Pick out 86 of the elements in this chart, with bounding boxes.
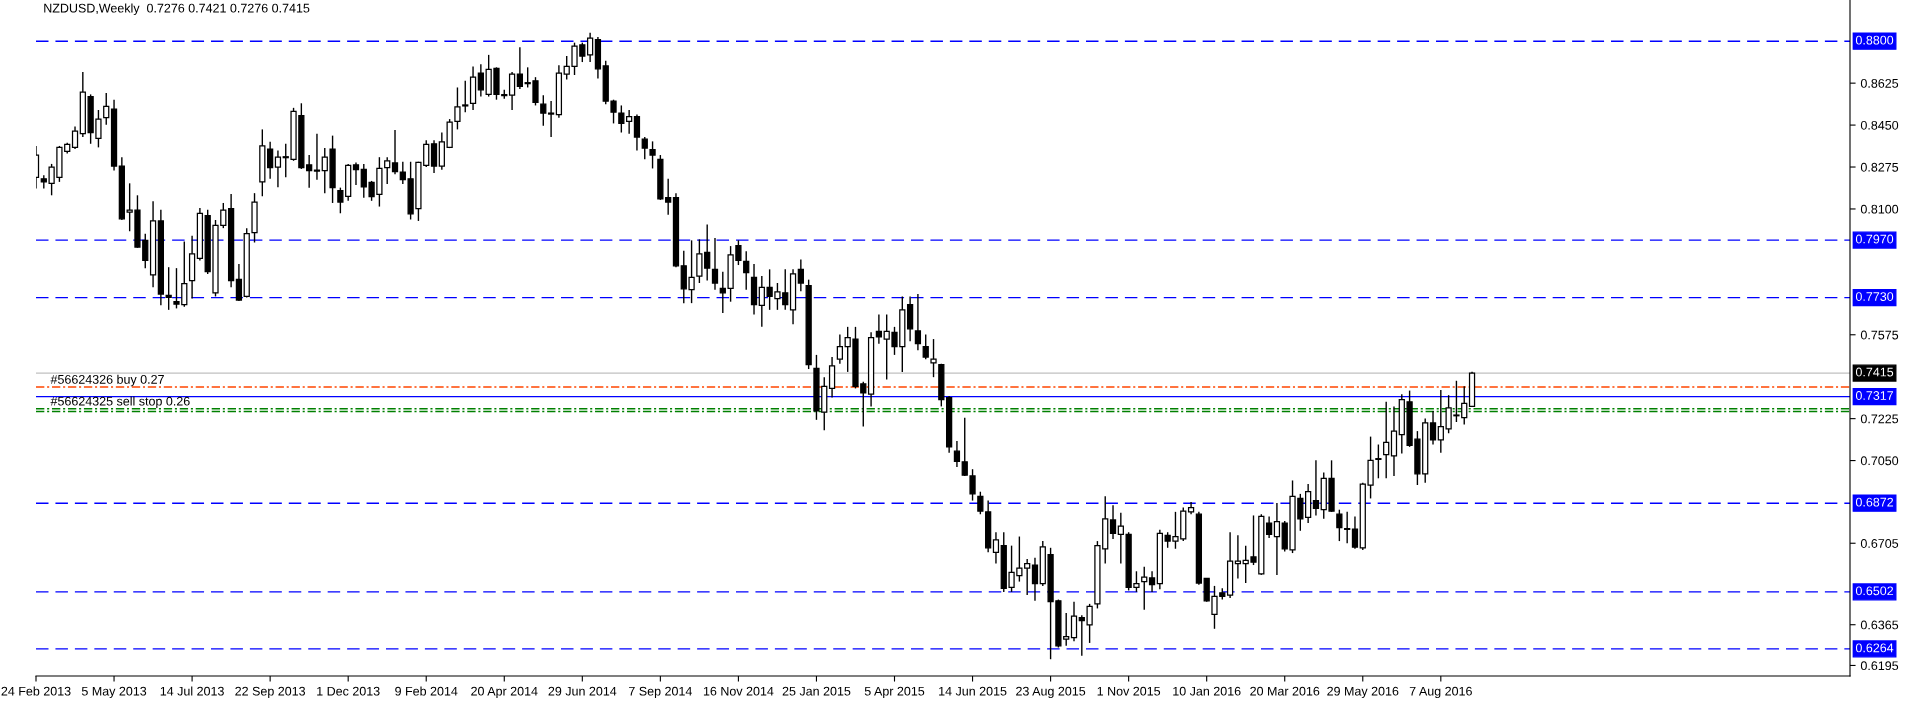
- candlestick: [516, 46, 524, 90]
- candlestick: [930, 338, 937, 378]
- candlestick: [797, 258, 804, 292]
- x-tick-label: 20 Mar 2016: [1250, 686, 1320, 696]
- candlestick: [875, 313, 883, 345]
- candlestick: [1429, 410, 1437, 446]
- y-tick-label: 0.7050: [1860, 456, 1899, 466]
- candlestick: [540, 94, 547, 127]
- candlestick: [626, 109, 633, 135]
- candlestick: [953, 440, 961, 468]
- candlestick: [267, 141, 274, 180]
- candlestick: [384, 156, 391, 185]
- candlestick: [71, 125, 79, 150]
- x-tick-label: 25 Jan 2015: [782, 686, 851, 696]
- ref-line-label: 0.8800: [1855, 35, 1894, 45]
- x-tick-label: 22 Sep 2013: [235, 686, 306, 699]
- ref-line-label: 0.7730: [1855, 292, 1894, 301]
- y-tick-label: 0.7225: [1860, 414, 1899, 424]
- candlestick: [914, 293, 922, 352]
- x-tick-label: 14 Jul 2013: [160, 686, 224, 696]
- candlestick: [1351, 515, 1359, 550]
- x-tick-label: 10 Jan 2016: [1173, 686, 1241, 696]
- candlestick: [165, 266, 172, 311]
- ref-line-label: 0.6872: [1855, 497, 1894, 507]
- candlestick: [1031, 557, 1039, 602]
- y-tick-label: 0.7575: [1860, 330, 1899, 340]
- candlestick: [641, 136, 648, 161]
- candlestick: [1344, 511, 1351, 544]
- candlestick: [430, 139, 438, 174]
- x-tick-label: 5 May 2013: [81, 686, 147, 699]
- candlestick: [586, 32, 594, 63]
- candlestick: [508, 71, 516, 111]
- x-tick-label: 1 Nov 2015: [1097, 686, 1161, 696]
- x-tick-label: 23 Aug 2015: [1016, 686, 1086, 699]
- candlestick: [547, 100, 555, 138]
- candlestick: [391, 129, 399, 175]
- candlestick: [711, 237, 719, 291]
- candlestick: [828, 356, 836, 399]
- ref-line-label: 0.7317: [1855, 391, 1894, 400]
- candlestick: [1312, 459, 1320, 517]
- candlestick: [633, 113, 641, 152]
- x-tick-label: 24 Feb 2013: [1, 686, 71, 696]
- candlestick: [1383, 401, 1390, 479]
- x-tick-label: 7 Sep 2014: [629, 686, 692, 699]
- y-tick-label: 0.8450: [1860, 120, 1899, 130]
- ref-line-label: #56624326 buy 0.27: [50, 374, 164, 387]
- x-tick-label: 29 Jun 2014: [548, 686, 617, 696]
- candlestick: [1070, 601, 1078, 642]
- y-tick-label: 0.8625: [1860, 78, 1899, 88]
- candlestick: [743, 250, 750, 291]
- chart-title: NZDUSD,Weekly 0.7276 0.7421 0.7276 0.7415: [44, 3, 310, 16]
- candlestick: [1336, 509, 1343, 542]
- x-tick-label: 20 Apr 2014: [471, 686, 538, 699]
- y-tick-label: 0.6705: [1860, 539, 1899, 548]
- y-tick-label: 0.8275: [1860, 162, 1899, 172]
- x-tick-label: 7 Aug 2016: [1409, 686, 1472, 699]
- y-tick-label: 0.6365: [1860, 620, 1899, 630]
- candlestick: [836, 333, 844, 365]
- candlestick: [1265, 515, 1273, 539]
- candlestick: [1273, 502, 1281, 576]
- x-tick-label: 29 May 2016: [1327, 686, 1399, 699]
- ref-line-label: #56624325 sell stop 0.26: [50, 396, 190, 409]
- y-tick-label: 0.8100: [1860, 204, 1899, 214]
- candlestick: [103, 92, 110, 126]
- candlestick: [649, 140, 656, 170]
- candlestick: [274, 149, 282, 188]
- x-tick-label: 16 Nov 2014: [703, 686, 774, 696]
- candlestick: [922, 333, 929, 360]
- candlestick: [313, 133, 321, 181]
- x-tick-label: 1 Dec 2013: [317, 686, 380, 696]
- ref-line-label: 0.6502: [1855, 586, 1894, 596]
- candlestick: [992, 531, 1000, 565]
- x-tick-label: 9 Feb 2014: [395, 686, 458, 696]
- candlestick: [1109, 504, 1117, 540]
- candlestick: [235, 263, 243, 302]
- x-tick-label: 14 Jun 2015: [939, 686, 1007, 696]
- x-tick-label: 5 Apr 2015: [864, 686, 925, 699]
- candlestick: [477, 63, 484, 98]
- candlestick: [352, 161, 360, 186]
- ref-line-label: 0.7970: [1855, 234, 1894, 244]
- ref-line-label: 0.6264: [1855, 643, 1894, 653]
- candlestick: [1141, 566, 1148, 611]
- ref-line-label: 0.7415: [1855, 367, 1894, 377]
- y-tick-label: 0.6195: [1860, 661, 1899, 671]
- candlestick: [1148, 570, 1156, 593]
- candlestick: [1375, 443, 1382, 479]
